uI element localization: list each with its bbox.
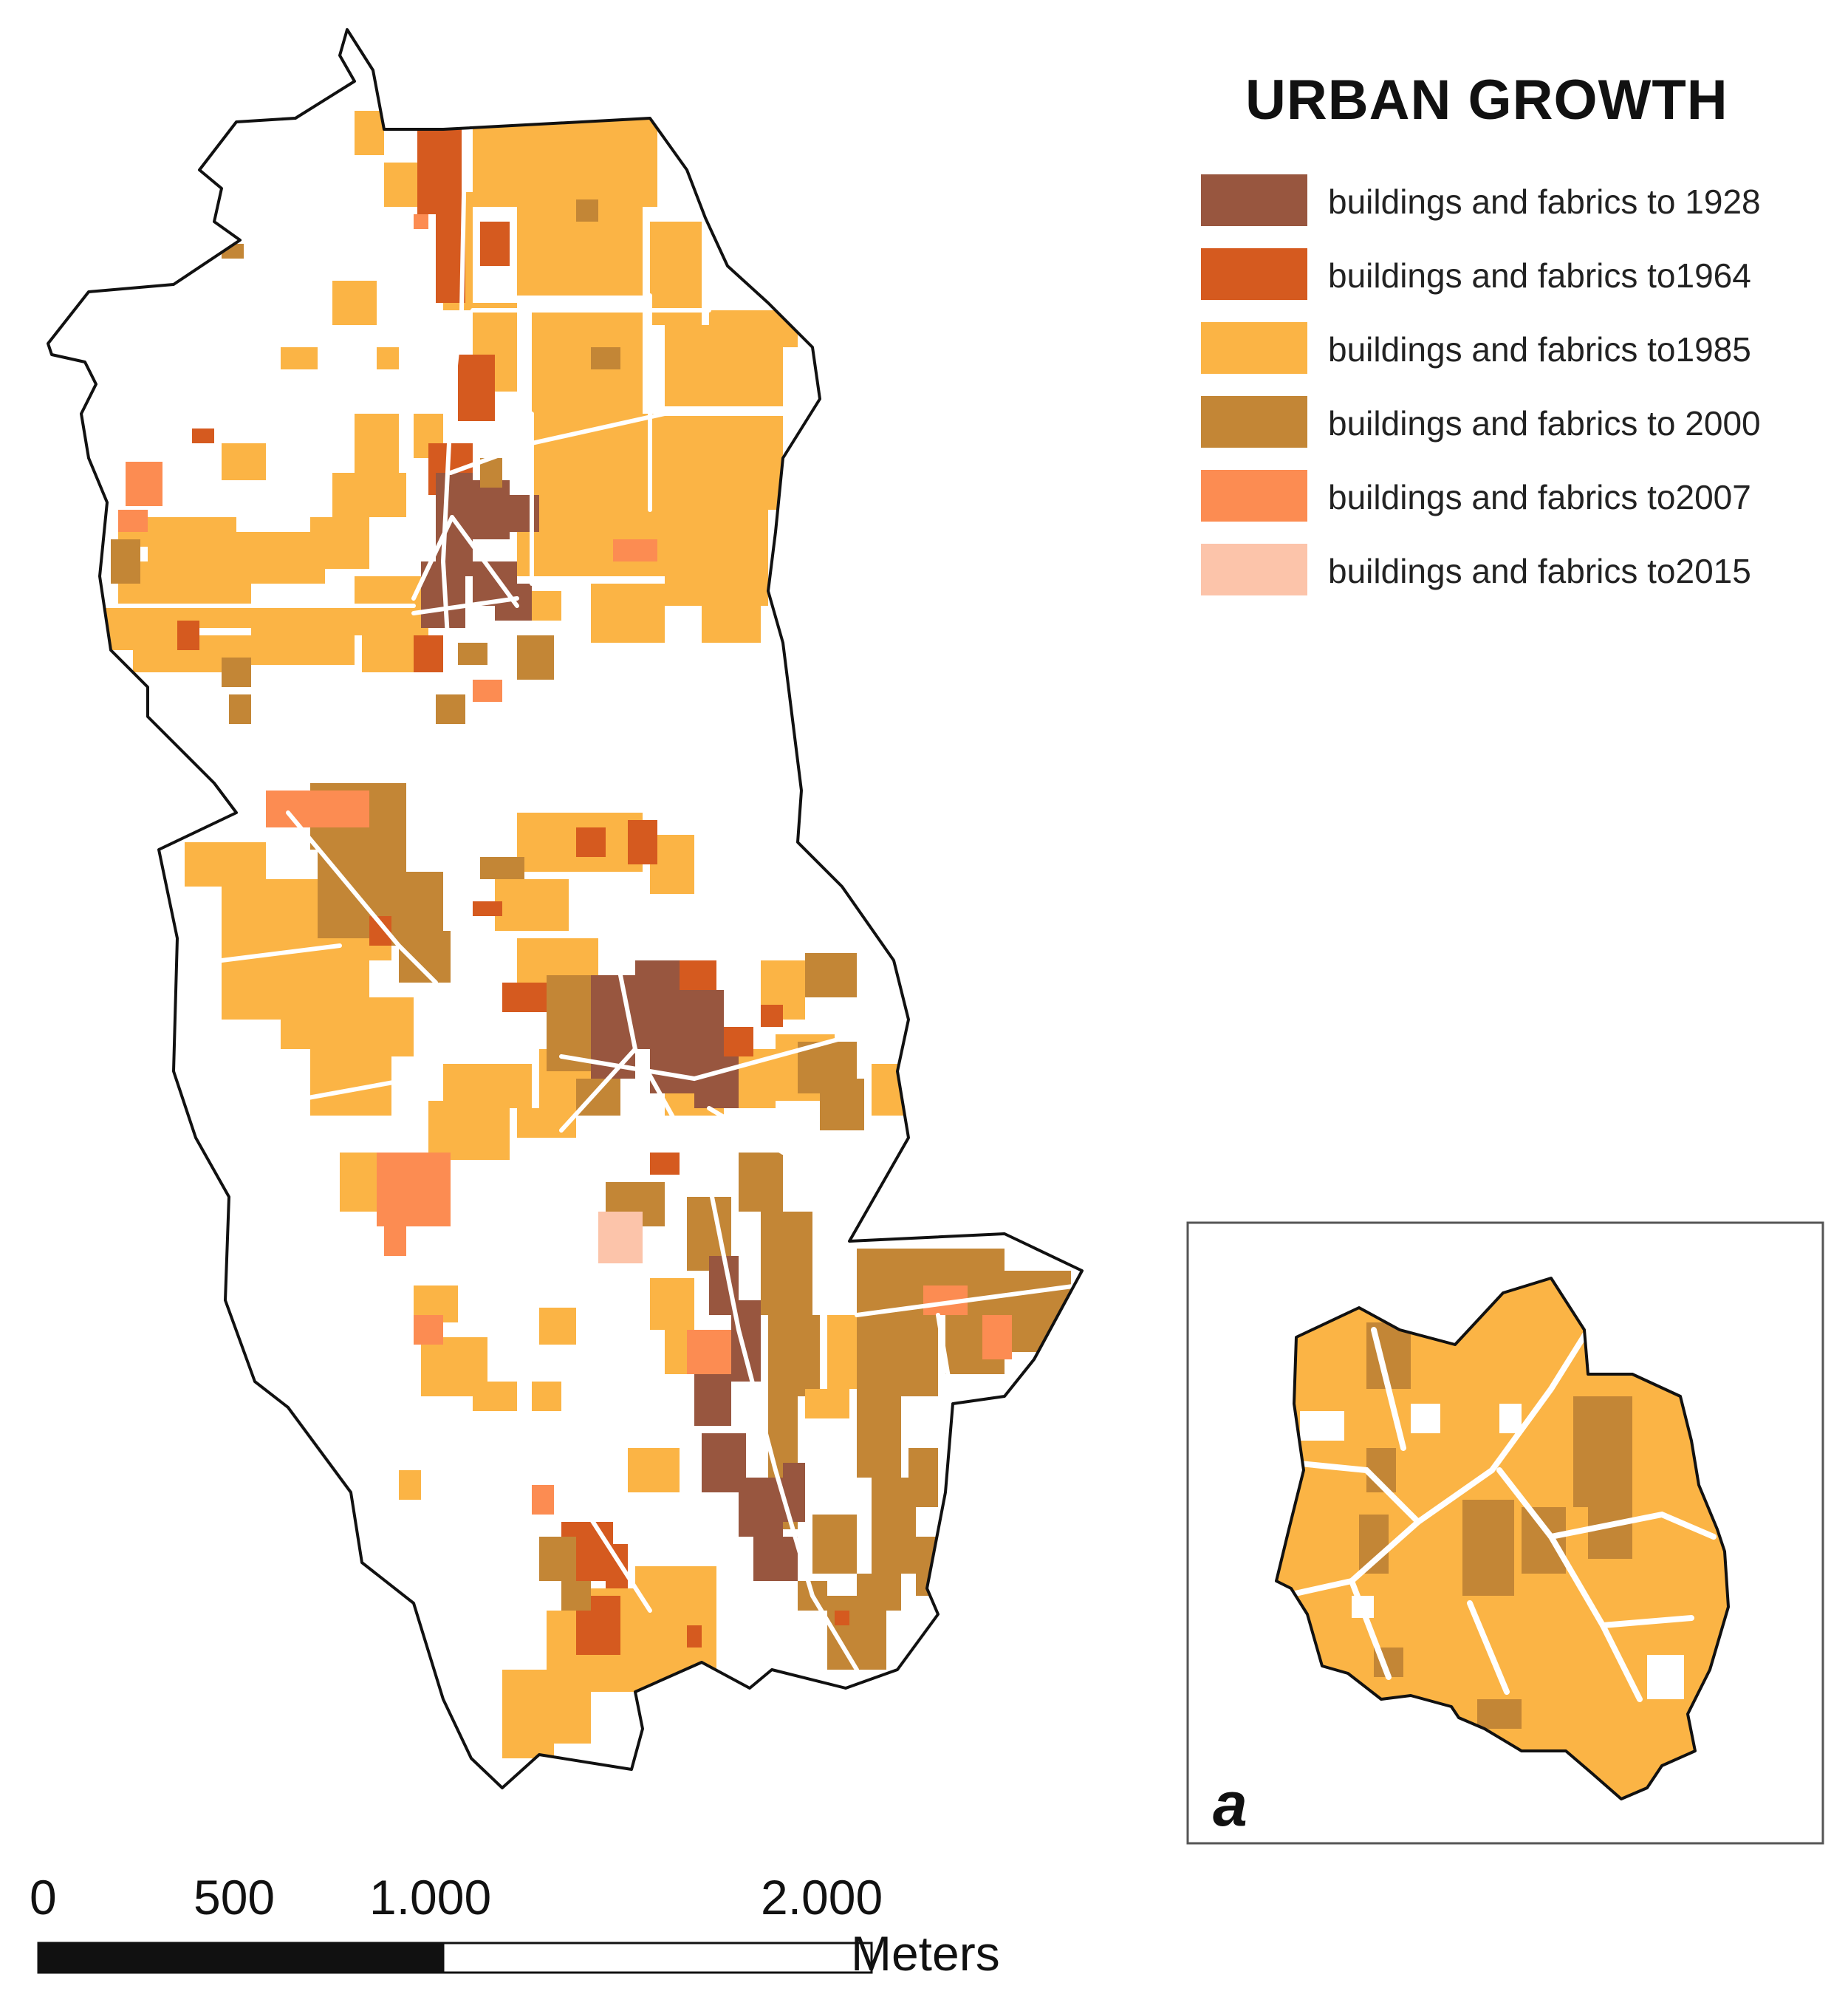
legend-label: buildings and fabrics to1985 xyxy=(1328,330,1751,369)
legend-item: buildings and fabrics to1964 xyxy=(1201,248,1836,322)
legend: buildings and fabrics to 1928 buildings a… xyxy=(1201,174,1836,618)
inset-boundary xyxy=(1275,1277,1730,1800)
legend-item: buildings and fabrics to 1928 xyxy=(1201,174,1836,248)
legend-label: buildings and fabrics to 2000 xyxy=(1328,404,1761,443)
legend-swatch xyxy=(1201,322,1307,374)
legend-item: buildings and fabrics to 2000 xyxy=(1201,396,1836,470)
scale-tick-label: 0 xyxy=(30,1870,57,1925)
main-map-parcels xyxy=(101,111,1081,1758)
scale-bar-graphic xyxy=(37,1942,873,1974)
inset-frame xyxy=(1186,1221,1824,1845)
scale-bar: 0 500 1.000 2.000 Meters xyxy=(30,1869,1078,1987)
scale-tick-label: 1.000 xyxy=(369,1870,492,1925)
legend-label: buildings and fabrics to2007 xyxy=(1328,478,1751,516)
scale-tick-label: 2.000 xyxy=(761,1870,883,1925)
legend-swatch xyxy=(1201,248,1307,300)
legend-title: URBAN GROWTH xyxy=(1245,69,1728,132)
legend-item: buildings and fabrics to2015 xyxy=(1201,544,1836,618)
legend-label: buildings and fabrics to1964 xyxy=(1328,256,1751,295)
legend-label: buildings and fabrics to2015 xyxy=(1328,552,1751,590)
inset-parcels xyxy=(1276,1278,1728,1799)
scale-units: Meters xyxy=(851,1926,1000,1981)
main-boundary xyxy=(47,28,1084,1789)
legend-swatch xyxy=(1201,470,1307,522)
legend-swatch xyxy=(1201,174,1307,226)
legend-label: buildings and fabrics to 1928 xyxy=(1328,182,1761,221)
legend-swatch xyxy=(1201,396,1307,448)
inset-label: a xyxy=(1213,1769,1248,1839)
legend-item: buildings and fabrics to1985 xyxy=(1201,322,1836,396)
legend-swatch xyxy=(1201,544,1307,595)
scale-tick-label: 500 xyxy=(194,1870,276,1925)
legend-item: buildings and fabrics to2007 xyxy=(1201,470,1836,544)
